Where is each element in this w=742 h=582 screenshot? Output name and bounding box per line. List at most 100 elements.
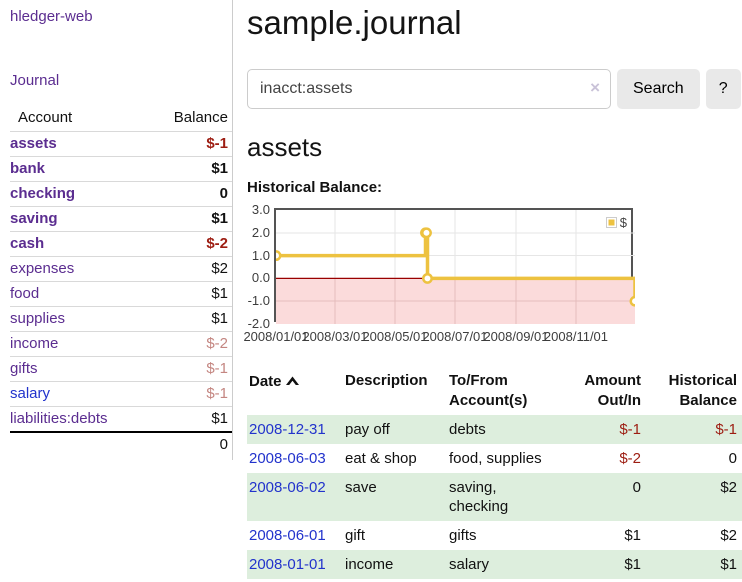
x-axis-tick-label: 2008/09/01 <box>483 329 549 344</box>
register-header-amount[interactable]: Amount Out/In <box>584 372 641 409</box>
account-row: expenses $2 <box>10 256 232 282</box>
x-axis-tick-label: 2008/03/01 <box>302 329 368 344</box>
search-input[interactable] <box>247 69 611 109</box>
data-point <box>422 272 433 284</box>
x-axis-tick-label: 2008/01/01 <box>243 329 309 344</box>
account-balance: $-2 <box>149 231 232 257</box>
account-balance: $1 <box>149 281 232 307</box>
account-balance: $1 <box>149 306 232 332</box>
legend-label: $ <box>619 215 627 230</box>
register-header-row: Date Description To/From Account(s) Amou… <box>247 367 742 415</box>
page-title: sample.journal <box>247 4 462 41</box>
data-point <box>629 295 635 307</box>
account-link-bank[interactable]: bank <box>10 160 46 177</box>
account-link-salary[interactable]: salary <box>10 385 51 402</box>
transaction-accounts: saving, checking <box>449 479 509 515</box>
account-link-supplies[interactable]: supplies <box>10 310 66 327</box>
register-row: 2008-01-01 income salary $1 $1 <box>247 550 742 579</box>
data-point <box>421 227 432 239</box>
transaction-amount: $1 <box>624 527 641 544</box>
clear-search-icon[interactable]: × <box>590 78 600 97</box>
account-link-cash[interactable]: cash <box>10 235 45 252</box>
account-link-gifts[interactable]: gifts <box>10 360 38 377</box>
legend-swatch-icon <box>605 217 617 228</box>
register-row: 2008-06-01 gift gifts $1 $2 <box>247 521 742 550</box>
register-header-date[interactable]: Date <box>247 367 345 415</box>
chart-plot-area: $ 3.0 2.0 1.0 0.0 -1.0 -2.0 <box>248 202 635 331</box>
transaction-accounts: gifts <box>449 527 477 544</box>
x-axis-tick-label: 2008/05/01 <box>362 329 428 344</box>
register-row: 2008-06-03 eat & shop food, supplies $-2… <box>247 444 742 473</box>
account-row: income $-2 <box>10 331 232 357</box>
y-axis-tick-label: 2.0 <box>251 224 270 240</box>
transaction-date-link[interactable]: 2008-06-02 <box>249 479 326 496</box>
transaction-description: income <box>345 556 394 573</box>
account-link-saving[interactable]: saving <box>10 210 58 227</box>
transaction-date-link[interactable]: 2008-12-31 <box>249 421 326 438</box>
transaction-description: save <box>345 479 377 496</box>
main-content: sample.journal × Search ? assets Histori… <box>243 0 742 579</box>
sidebar-item-journal[interactable]: Journal <box>10 72 60 89</box>
account-balance: $2 <box>149 256 232 282</box>
account-row: food $1 <box>10 281 232 307</box>
transaction-accounts: food, supplies <box>449 450 542 467</box>
accounts-total-row: 0 <box>10 431 232 457</box>
account-row: liabilities:debts $1 <box>10 406 232 432</box>
accounts-tree-table: Account Balance assets $-1 bank $1 check… <box>10 106 232 457</box>
account-row: supplies $1 <box>10 306 232 332</box>
account-row: bank $1 <box>10 156 232 182</box>
account-balance: $1 <box>149 156 232 182</box>
transaction-description: eat & shop <box>345 450 417 467</box>
y-axis-tick-label: 3.0 <box>251 202 270 217</box>
account-balance: $-2 <box>149 331 232 357</box>
search-form: × Search ? <box>247 69 742 109</box>
account-row: checking 0 <box>10 181 232 207</box>
x-axis-tick-label: 2008/07/01 <box>422 329 488 344</box>
search-button[interactable]: Search <box>617 69 700 109</box>
transaction-date-link[interactable]: 2008-01-01 <box>249 556 326 573</box>
register-header-balance[interactable]: Historical Balance <box>668 372 737 409</box>
transaction-amount: $-2 <box>619 450 641 467</box>
transaction-accounts: debts <box>449 421 486 438</box>
app-brand-link[interactable]: hledger-web <box>10 8 93 25</box>
register-table: Date Description To/From Account(s) Amou… <box>247 367 742 579</box>
transaction-balance: 0 <box>728 450 737 467</box>
y-axis-tick-label: 1.0 <box>251 247 270 263</box>
data-point <box>276 250 282 262</box>
account-row: gifts $-1 <box>10 356 232 382</box>
account-link-liabilities-debts[interactable]: liabilities:debts <box>10 410 108 427</box>
help-button[interactable]: ? <box>705 69 741 109</box>
account-link-checking[interactable]: checking <box>10 185 76 202</box>
accounts-header-account: Account <box>10 106 150 132</box>
x-axis-tick-label: 2008/11/01 <box>543 329 609 344</box>
transaction-amount: 0 <box>632 479 641 496</box>
transaction-date-link[interactable]: 2008-06-01 <box>249 527 326 544</box>
transaction-date-link[interactable]: 2008-06-03 <box>249 450 326 467</box>
sidebar: hledger-web Journal Account Balance asse… <box>0 0 233 460</box>
transaction-accounts: salary <box>449 556 490 573</box>
account-balance: $-1 <box>149 381 232 407</box>
y-axis-tick-label: 0.0 <box>251 270 270 286</box>
account-link-assets[interactable]: assets <box>10 135 57 152</box>
register-row: 2008-06-02 save saving, checking 0 $2 <box>247 473 742 521</box>
y-axis-tick-label: -1.0 <box>247 293 270 309</box>
transaction-description: gift <box>345 527 366 544</box>
account-link-income[interactable]: income <box>10 335 59 352</box>
account-balance: 0 <box>149 181 232 207</box>
register-header-description[interactable]: Description <box>345 372 428 389</box>
sort-ascending-icon[interactable] <box>285 371 299 391</box>
account-balance: $1 <box>149 206 232 232</box>
account-balance: $-1 <box>206 135 228 152</box>
transaction-amount: $-1 <box>619 421 641 438</box>
y-axis-tick-label: -2.0 <box>247 316 270 331</box>
account-link-expenses[interactable]: expenses <box>10 260 75 277</box>
account-link-food[interactable]: food <box>10 285 40 302</box>
register-header-accounts[interactable]: To/From Account(s) <box>449 372 528 409</box>
account-balance: $-1 <box>149 356 232 382</box>
transaction-amount: $1 <box>624 556 641 573</box>
account-row: assets $-1 <box>10 132 232 157</box>
transaction-balance: $2 <box>720 527 737 544</box>
chart-title: Historical Balance: <box>247 179 383 196</box>
transaction-balance: $2 <box>720 479 737 496</box>
transaction-description: pay off <box>345 421 390 438</box>
